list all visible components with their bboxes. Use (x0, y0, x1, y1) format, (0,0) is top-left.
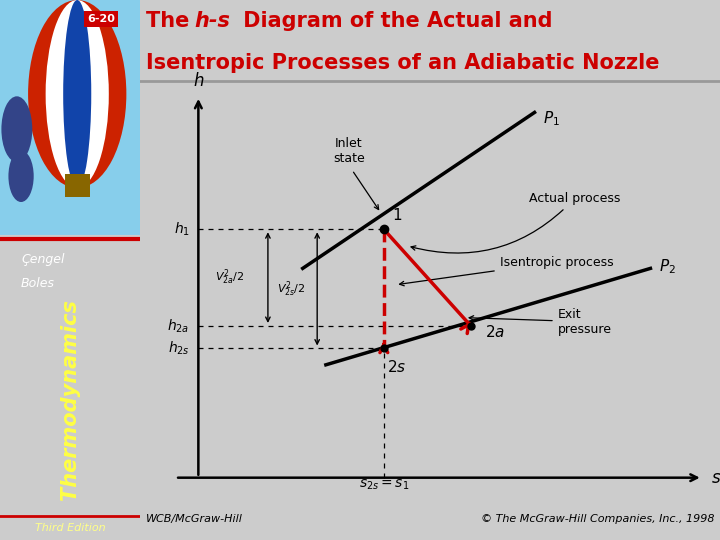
Text: © The McGraw-Hill Companies, Inc., 1998: © The McGraw-Hill Companies, Inc., 1998 (481, 514, 714, 524)
Text: $2s$: $2s$ (387, 359, 406, 375)
Text: $P_2$: $P_2$ (659, 257, 676, 276)
Text: Actual process: Actual process (411, 192, 620, 253)
Text: $2a$: $2a$ (485, 324, 505, 340)
Text: Thermodynamics: Thermodynamics (60, 299, 80, 500)
Ellipse shape (1, 96, 32, 162)
Text: Isentropic process: Isentropic process (400, 256, 613, 286)
Text: $V_{2a}^2/2$: $V_{2a}^2/2$ (215, 268, 243, 287)
Ellipse shape (63, 0, 91, 188)
Text: $s_{2s} = s_1$: $s_{2s} = s_1$ (359, 478, 409, 492)
Ellipse shape (45, 0, 109, 188)
Text: $s$: $s$ (711, 469, 720, 487)
Text: The: The (146, 11, 197, 31)
Text: Third Edition: Third Edition (35, 523, 106, 533)
Text: 1: 1 (392, 208, 402, 223)
Text: Isentropic Processes of an Adiabatic Nozzle: Isentropic Processes of an Adiabatic Noz… (146, 53, 660, 73)
Text: $P_1$: $P_1$ (543, 109, 560, 128)
Text: $h_{2a}$: $h_{2a}$ (167, 317, 189, 335)
Ellipse shape (28, 0, 127, 188)
Text: Inlet
state: Inlet state (333, 137, 365, 165)
Text: 6-20: 6-20 (87, 14, 115, 24)
Text: $h_{2s}$: $h_{2s}$ (168, 340, 189, 357)
Bar (65, 174, 90, 197)
Text: Çengel: Çengel (21, 253, 65, 266)
Text: $V_{2s}^2/2$: $V_{2s}^2/2$ (276, 279, 305, 299)
Text: Diagram of the Actual and: Diagram of the Actual and (236, 11, 552, 31)
Text: $h_1$: $h_1$ (174, 221, 189, 238)
Text: h-s: h-s (194, 11, 230, 31)
Text: $h$: $h$ (193, 72, 204, 90)
Text: WCB/McGraw-Hill: WCB/McGraw-Hill (146, 514, 243, 524)
Ellipse shape (9, 150, 34, 202)
Text: Exit
pressure: Exit pressure (469, 308, 612, 336)
Text: Boles: Boles (21, 277, 55, 290)
